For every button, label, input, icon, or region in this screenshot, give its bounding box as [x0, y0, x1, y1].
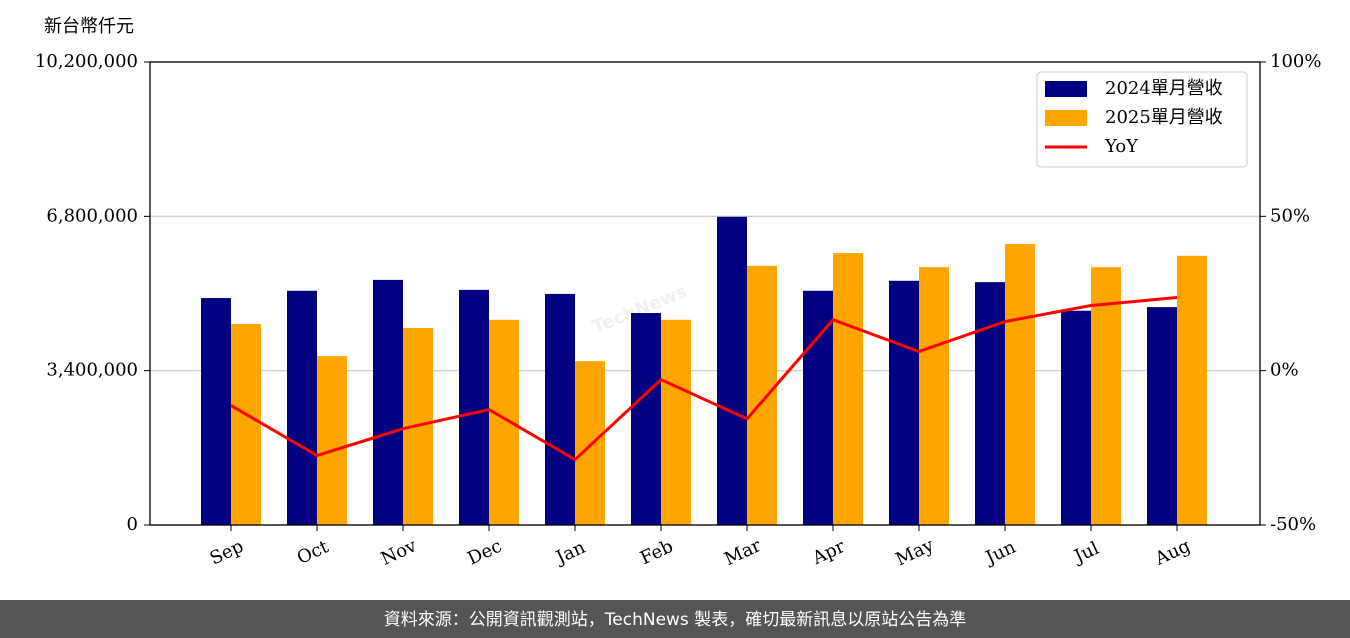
yoy-line — [230, 296, 1178, 462]
legend-label: 2024單月營收 — [1105, 78, 1223, 99]
bar — [231, 323, 261, 525]
bar — [1177, 255, 1207, 525]
bar — [1147, 307, 1177, 525]
y2-tick-label: 0% — [1270, 360, 1299, 381]
bar — [1091, 267, 1121, 525]
bar — [287, 290, 317, 525]
y2-tick-label: 100% — [1270, 51, 1321, 72]
bar — [373, 279, 403, 525]
y2-tick-label: 50% — [1270, 205, 1310, 226]
bar — [889, 280, 919, 525]
x-tick-label: Sep — [207, 536, 247, 570]
x-tick-label: Aug — [1151, 535, 1194, 570]
footer-bar — [0, 600, 1350, 638]
bar — [489, 319, 519, 525]
bar — [833, 253, 863, 525]
x-tick-label: Dec — [464, 536, 505, 570]
bar — [631, 313, 661, 525]
legend-box — [1036, 71, 1248, 168]
footer: 資料來源：公開資訊觀測站，TechNews 製表，確切最新訊息以原站公告為準 — [384, 610, 966, 630]
bar — [919, 267, 949, 525]
bar — [201, 298, 231, 525]
bar — [747, 265, 777, 525]
bar — [803, 290, 833, 525]
bar — [717, 216, 747, 525]
x-tick-label: Oct — [294, 536, 333, 569]
bar — [975, 282, 1005, 525]
legend-swatch — [1045, 81, 1087, 97]
bar — [317, 356, 347, 525]
y-tick-label: 0 — [127, 514, 138, 535]
x-tick-label: Apr — [808, 536, 848, 570]
legend-label: YoY — [1104, 136, 1139, 157]
y-tick-label: 3,400,000 — [46, 360, 138, 381]
y-axis-label: 新台幣仟元 — [44, 16, 134, 37]
x-tick-label: Jun — [981, 536, 1020, 569]
bar — [1005, 244, 1035, 525]
y-tick-label: 6,800,000 — [46, 205, 138, 226]
x-tick-label: May — [893, 534, 938, 570]
y-tick-label: 10,200,000 — [35, 51, 138, 72]
x-tick-label: Feb — [637, 536, 676, 569]
legend-label: 2025單月營收 — [1105, 107, 1223, 128]
bar — [1061, 310, 1091, 525]
x-tick-label: Jul — [1069, 538, 1102, 568]
bar — [459, 289, 489, 525]
bar — [661, 319, 691, 525]
plot-frame — [149, 61, 1261, 526]
x-tick-label: Jan — [551, 537, 589, 570]
x-tick-label: Mar — [721, 535, 764, 570]
legend-swatch — [1045, 110, 1087, 126]
bar — [545, 293, 575, 525]
x-tick-label: Nov — [378, 535, 421, 570]
y2-tick-label: -50% — [1270, 514, 1316, 535]
bar — [575, 361, 605, 525]
